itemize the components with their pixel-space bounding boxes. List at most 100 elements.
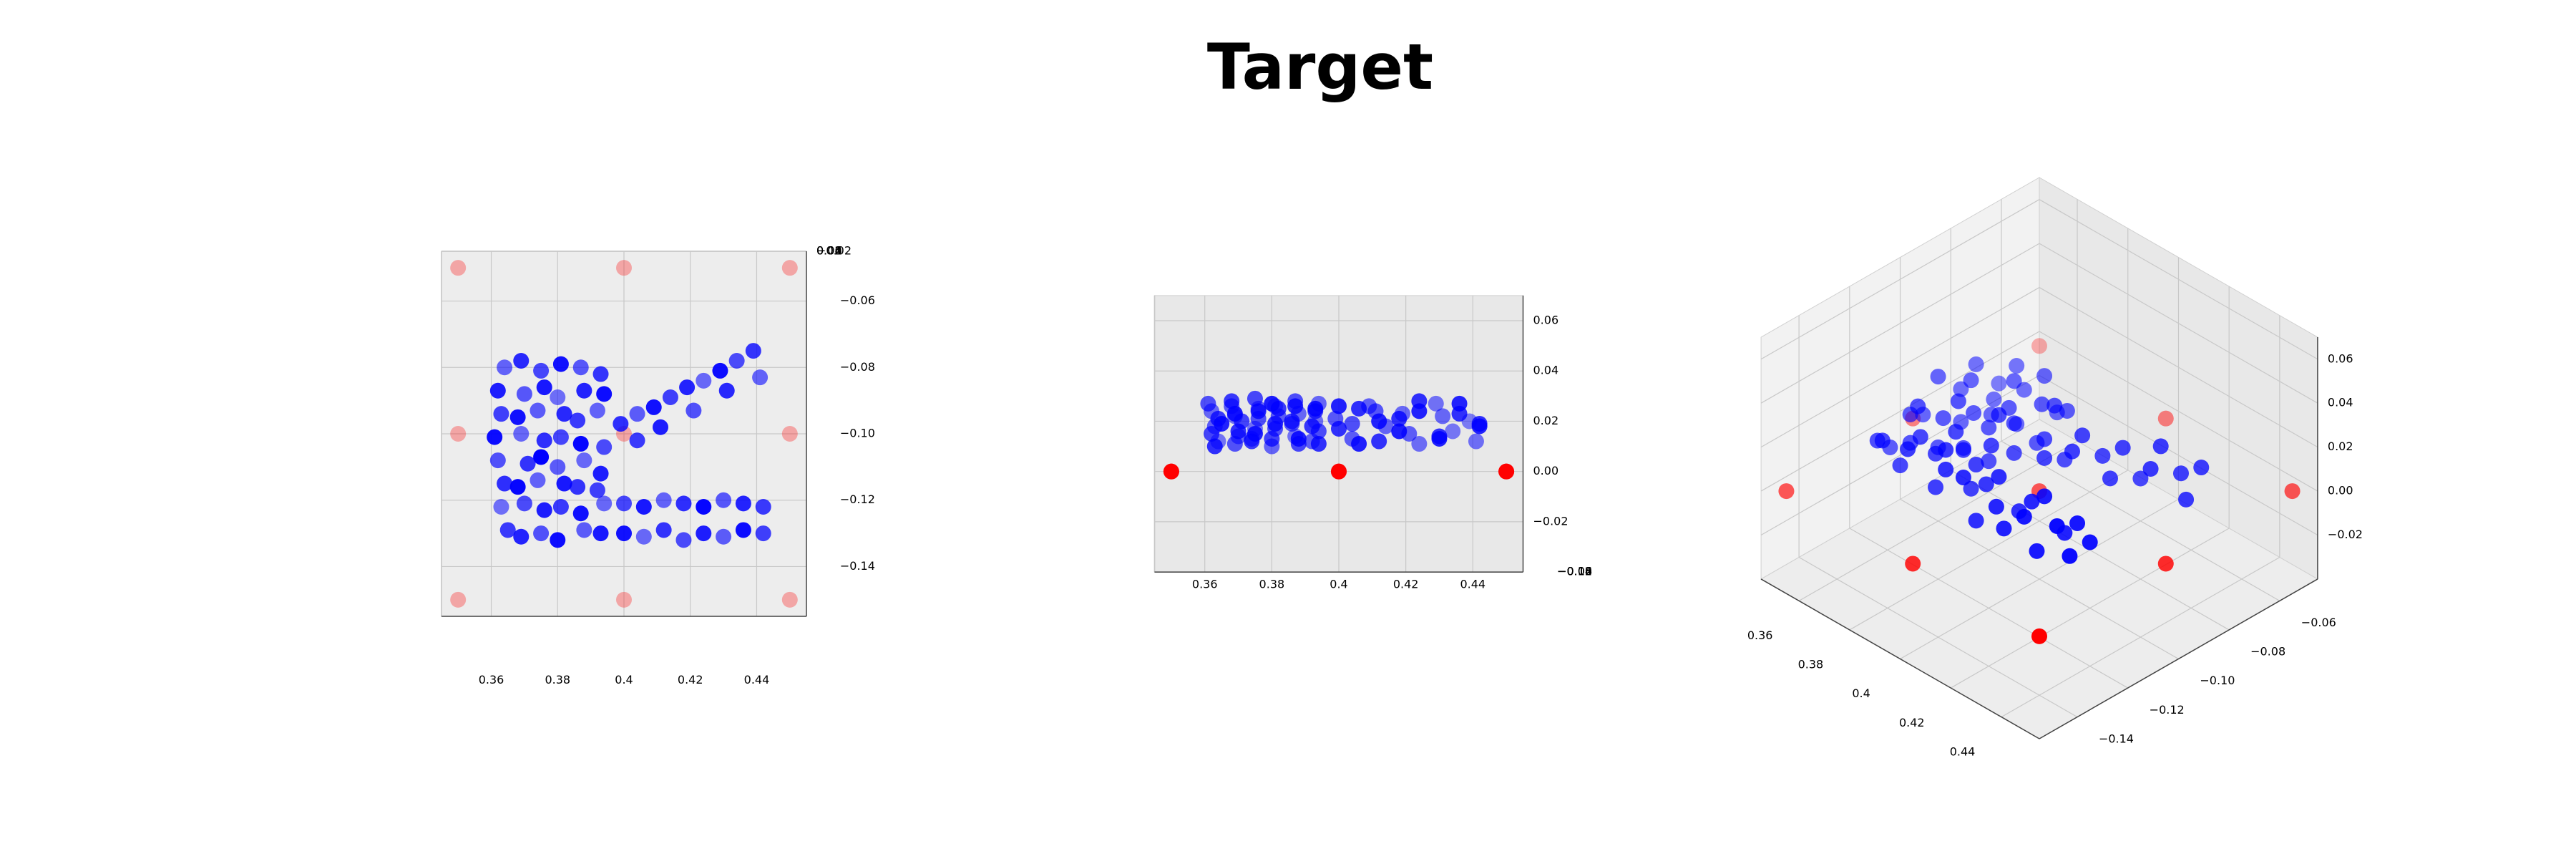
point: [516, 495, 532, 512]
point: [1204, 426, 1220, 442]
point: [509, 409, 526, 425]
point: [493, 406, 509, 422]
point: [2031, 628, 2047, 644]
point: [533, 525, 550, 542]
point: [613, 416, 629, 432]
point: [1968, 513, 1984, 529]
point: [629, 432, 645, 449]
figure-title: Target: [1207, 30, 1433, 104]
tick-label: 0.36: [479, 673, 504, 686]
point: [576, 522, 592, 538]
point: [635, 528, 652, 545]
point: [655, 492, 672, 508]
grid-line: [2039, 287, 2318, 448]
point: [712, 362, 728, 379]
point: [1351, 400, 1367, 417]
point: [2074, 427, 2091, 444]
grid-line: [1760, 199, 2040, 360]
point: [1431, 431, 1448, 447]
point: [696, 499, 712, 515]
point: [2069, 515, 2086, 532]
tick-label: 0.42: [1899, 716, 1925, 729]
point: [1991, 407, 2007, 423]
point: [487, 429, 503, 445]
tick-label: −0.02: [2328, 528, 2363, 541]
tick-label: −0.14: [840, 559, 875, 573]
point: [2142, 460, 2159, 477]
axis-line: [2039, 578, 2318, 739]
point: [2046, 397, 2063, 414]
point: [2132, 470, 2149, 487]
point: [1310, 436, 1327, 452]
tick-label: 0.38: [1798, 658, 1824, 671]
point: [1411, 403, 1428, 419]
grid-line: [1849, 528, 2129, 689]
point: [509, 479, 526, 495]
point: [576, 382, 592, 399]
point: [1290, 431, 1307, 447]
tick-label: −0.14: [1557, 565, 1592, 578]
point: [1451, 395, 1468, 412]
point: [755, 525, 771, 542]
point: [1955, 442, 1971, 458]
point: [450, 591, 467, 608]
tick-label: −0.08: [840, 360, 875, 374]
point: [735, 522, 751, 538]
tick-label: −0.08: [1557, 565, 1592, 578]
point: [530, 472, 546, 488]
point: [1991, 469, 2007, 485]
point: [589, 402, 605, 419]
point: [2036, 450, 2053, 466]
point: [728, 353, 745, 369]
point: [1163, 463, 1179, 480]
point: [781, 260, 798, 276]
point: [679, 379, 696, 396]
point: [2036, 431, 2053, 447]
point: [2006, 445, 2022, 461]
point: [1435, 408, 1451, 424]
point: [1226, 436, 1243, 452]
point: [1351, 436, 1367, 452]
point: [533, 362, 550, 379]
tick-label: 0.4: [1852, 686, 1870, 700]
point: [589, 482, 605, 498]
point: [572, 505, 589, 522]
tick-label: −0.02: [1533, 514, 1568, 528]
tick-label: 0.36: [1747, 629, 1773, 642]
tick-label: −0.12: [2150, 703, 2185, 717]
point: [716, 528, 732, 545]
point: [592, 465, 609, 482]
point: [1981, 419, 1997, 436]
point: [1948, 424, 1964, 440]
point: [2178, 491, 2195, 508]
point: [1246, 390, 1263, 407]
point: [1331, 420, 1347, 437]
tick-label: 0.06: [816, 244, 842, 258]
point: [556, 406, 572, 422]
grid-line: [1760, 243, 2040, 404]
point: [489, 382, 506, 399]
point: [2114, 440, 2131, 456]
tick-label: 0.02: [1533, 414, 1559, 427]
point: [1200, 395, 1216, 412]
point: [1905, 555, 1921, 572]
point: [450, 260, 467, 276]
point: [556, 475, 572, 492]
point: [755, 499, 771, 515]
point: [2036, 368, 2053, 384]
point: [675, 532, 692, 548]
grid-line: [2001, 440, 2280, 601]
tick-label: −0.06: [2301, 616, 2336, 629]
point: [1978, 476, 1994, 492]
point: [1963, 372, 1979, 389]
point: [2059, 402, 2075, 419]
point: [576, 452, 592, 469]
point: [497, 475, 513, 492]
tick-label: 0.06: [2328, 351, 2353, 365]
point: [2157, 555, 2174, 572]
point: [519, 455, 536, 472]
point: [1331, 463, 1347, 480]
point: [499, 522, 516, 538]
